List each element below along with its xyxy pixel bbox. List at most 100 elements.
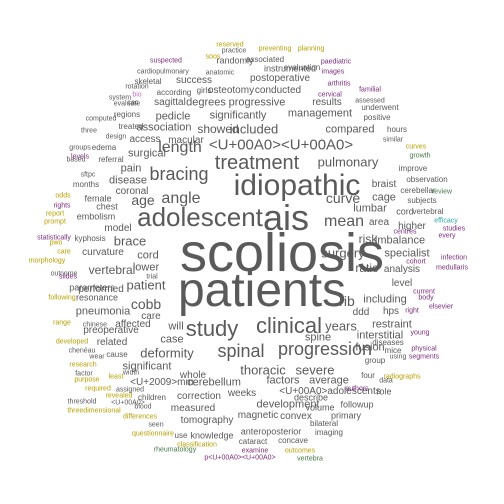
cloud-word: arthritis [327, 80, 351, 88]
cloud-word: hps [382, 306, 400, 317]
cloud-word: every [438, 232, 456, 240]
cloud-word: questionnaire [131, 430, 175, 438]
cloud-word: efficacy [434, 217, 458, 225]
cloud-word: based [66, 156, 86, 164]
cloud-word: age [131, 192, 155, 208]
cloud-word: area [368, 217, 390, 228]
cloud-word: performed [78, 284, 124, 295]
cloud-word: data [379, 377, 393, 385]
cloud-word: anatomic [205, 69, 235, 77]
cloud-word: rights [53, 202, 71, 210]
cloud-word: whole [179, 370, 207, 381]
cloud-word: vertebra [297, 455, 323, 463]
cloud-word: pedicle [155, 110, 191, 123]
cloud-word: least [108, 373, 124, 381]
cloud-word: ais [262, 197, 310, 238]
cloud-word: current [413, 288, 435, 296]
cloud-word: parameters [69, 282, 115, 293]
cloud-word: role [376, 386, 392, 397]
cloud-word: conducted [254, 85, 302, 96]
cloud-word: related [96, 337, 128, 348]
cloud-word: cerebellum [187, 376, 241, 389]
cloud-word: right [405, 307, 419, 315]
cloud-word: chest [96, 201, 118, 212]
cloud-word: showed [197, 122, 239, 136]
cloud-word: design [105, 133, 127, 141]
cloud-word: required [85, 385, 111, 393]
cloud-word: model [104, 223, 132, 234]
cloud-word: young [410, 329, 430, 337]
cloud-word: scoliosis [179, 223, 385, 283]
cloud-word: primary [330, 410, 362, 421]
cloud-word: thoracic [240, 362, 286, 378]
cloud-word: describe [293, 392, 329, 403]
cloud-word: developed [55, 338, 89, 346]
cloud-word: review [431, 188, 453, 196]
cloud-word: referral [98, 155, 124, 164]
cloud-word: associated [245, 55, 285, 64]
cloud-word: idiopathic [233, 169, 361, 202]
cloud-word: according [156, 88, 192, 97]
cloud-word: <U+00A0> [111, 399, 145, 407]
cloud-word: cage [372, 191, 396, 204]
cloud-word: authors [345, 385, 369, 393]
cloud-word: diseases [372, 338, 404, 347]
cloud-word: imaging [314, 428, 344, 437]
cloud-word: coronal [115, 186, 149, 197]
cloud-word: angle [161, 190, 201, 207]
cloud-word: braist [371, 179, 397, 190]
cloud-word: mean [323, 213, 365, 230]
cloud-word: ddd [352, 307, 370, 318]
cloud-word: pwo [49, 239, 63, 247]
cloud-word: cord [396, 206, 414, 217]
cloud-word: length [158, 139, 202, 156]
cloud-word: preoperative [83, 325, 139, 336]
cloud-word: sagittal [154, 97, 186, 108]
cloud-word: spine [304, 331, 332, 344]
cloud-word: differences [122, 413, 158, 421]
cloud-word: ratio [355, 261, 379, 275]
cloud-word: success [175, 75, 213, 86]
cloud-word: bilateral [309, 419, 339, 428]
cloud-word: imbalance [374, 234, 426, 247]
cloud-word: planning [297, 45, 325, 53]
cloud-word: prompt [44, 218, 66, 226]
cloud-word: trial [146, 273, 158, 281]
cloud-word: outcomes [284, 447, 316, 455]
cloud-word: images [321, 68, 345, 76]
cloud-word: elsevier [428, 303, 454, 311]
cloud-word: positive [363, 113, 391, 122]
cloud-word: fusion [355, 341, 385, 354]
cloud-word: p<U+00A0><U+00A0> [204, 454, 276, 462]
cloud-word: practice [221, 47, 247, 55]
cloud-word: adolescent [137, 202, 263, 232]
cloud-word: radiographs [383, 373, 421, 381]
cloud-word: studies [442, 225, 466, 233]
cloud-word: evaluate [113, 100, 141, 108]
cloud-word: study [185, 316, 239, 341]
cloud-word: compared [325, 123, 375, 136]
cloud-word: female [84, 193, 112, 204]
cloud-word: lower [132, 261, 160, 274]
cloud-word: degrees [186, 96, 226, 109]
cloud-word: assigned [115, 386, 145, 394]
cloud-word: following [48, 294, 76, 302]
cloud-word: management [287, 107, 353, 120]
cloud-word: four [361, 371, 375, 380]
cloud-word: patients [177, 264, 347, 317]
cloud-word: report [45, 210, 65, 218]
cloud-word: edema [91, 143, 117, 152]
cloud-word: group [364, 356, 386, 365]
cloud-word: chinese [82, 321, 108, 329]
cloud-word: centres [393, 228, 417, 236]
cloud-word: segments [408, 353, 440, 361]
cloud-word: medullaris [436, 264, 468, 272]
cloud-word: specialist [384, 247, 430, 260]
cloud-word: brace [113, 233, 147, 249]
cloud-word: seen [148, 421, 164, 429]
cloud-word: deformity [140, 345, 194, 361]
cloud-word: progression [277, 339, 373, 359]
cloud-word: three [81, 127, 97, 135]
cloud-word: lumbar [353, 202, 387, 215]
